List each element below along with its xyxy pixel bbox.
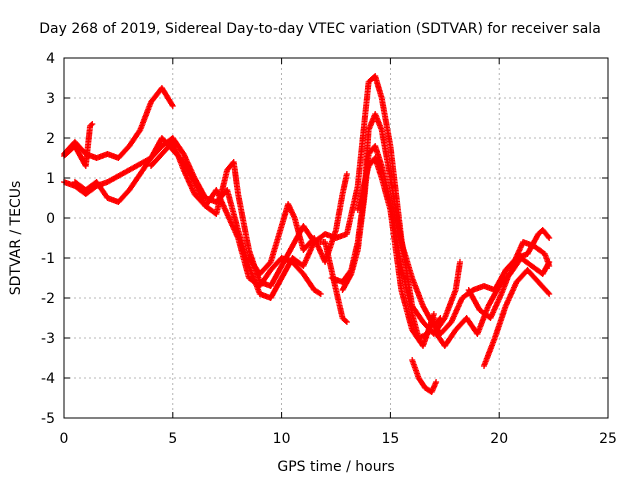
- y-tick-label: 1: [46, 171, 55, 187]
- x-axis-label: GPS time / hours: [277, 459, 394, 475]
- x-tick-label: 25: [599, 431, 617, 447]
- y-tick-label: -3: [41, 331, 55, 347]
- series-markers: [481, 267, 553, 369]
- series-track-6: [246, 171, 350, 277]
- series-markers: [71, 135, 350, 325]
- series-track-7: [328, 111, 444, 329]
- series-track-14: [465, 239, 553, 321]
- x-tick-label: 10: [273, 431, 291, 447]
- x-tick-label: 5: [168, 431, 177, 447]
- y-tick-label: -5: [41, 411, 55, 427]
- series-markers: [339, 143, 437, 341]
- data-marks: [61, 73, 553, 395]
- series-markers: [409, 357, 440, 395]
- series-track-10: [409, 357, 440, 395]
- series-markers: [465, 239, 553, 321]
- series-track-5: [148, 139, 324, 297]
- series-markers: [148, 139, 324, 297]
- y-tick-label: 2: [46, 131, 55, 147]
- y-axis-label: SDTVAR / TECUs: [8, 181, 24, 296]
- x-tick-label: 20: [490, 431, 508, 447]
- y-tick-label: 0: [46, 211, 55, 227]
- y-tick-label: -2: [41, 291, 55, 307]
- series-track-8: [339, 143, 437, 341]
- series-track-4: [71, 135, 350, 325]
- y-tick-label: -4: [41, 371, 55, 387]
- plot-frame: [63, 57, 609, 419]
- series-track-13: [481, 267, 553, 369]
- series-track-9: [354, 155, 437, 349]
- y-tick-label: -1: [41, 251, 55, 267]
- series-markers: [354, 155, 437, 349]
- series-markers: [246, 171, 350, 277]
- axis-ticks: 0 5 10 15 20 25 -5 -4 -3 -2 -1 0 1 2 3 4: [41, 51, 617, 447]
- y-tick-label: 4: [46, 51, 55, 67]
- y-tick-label: 3: [46, 91, 55, 107]
- x-tick-label: 15: [381, 431, 399, 447]
- series-markers: [328, 111, 444, 329]
- x-tick-label: 0: [60, 431, 69, 447]
- chart-title: Day 268 of 2019, Sidereal Day-to-day VTE…: [39, 21, 601, 37]
